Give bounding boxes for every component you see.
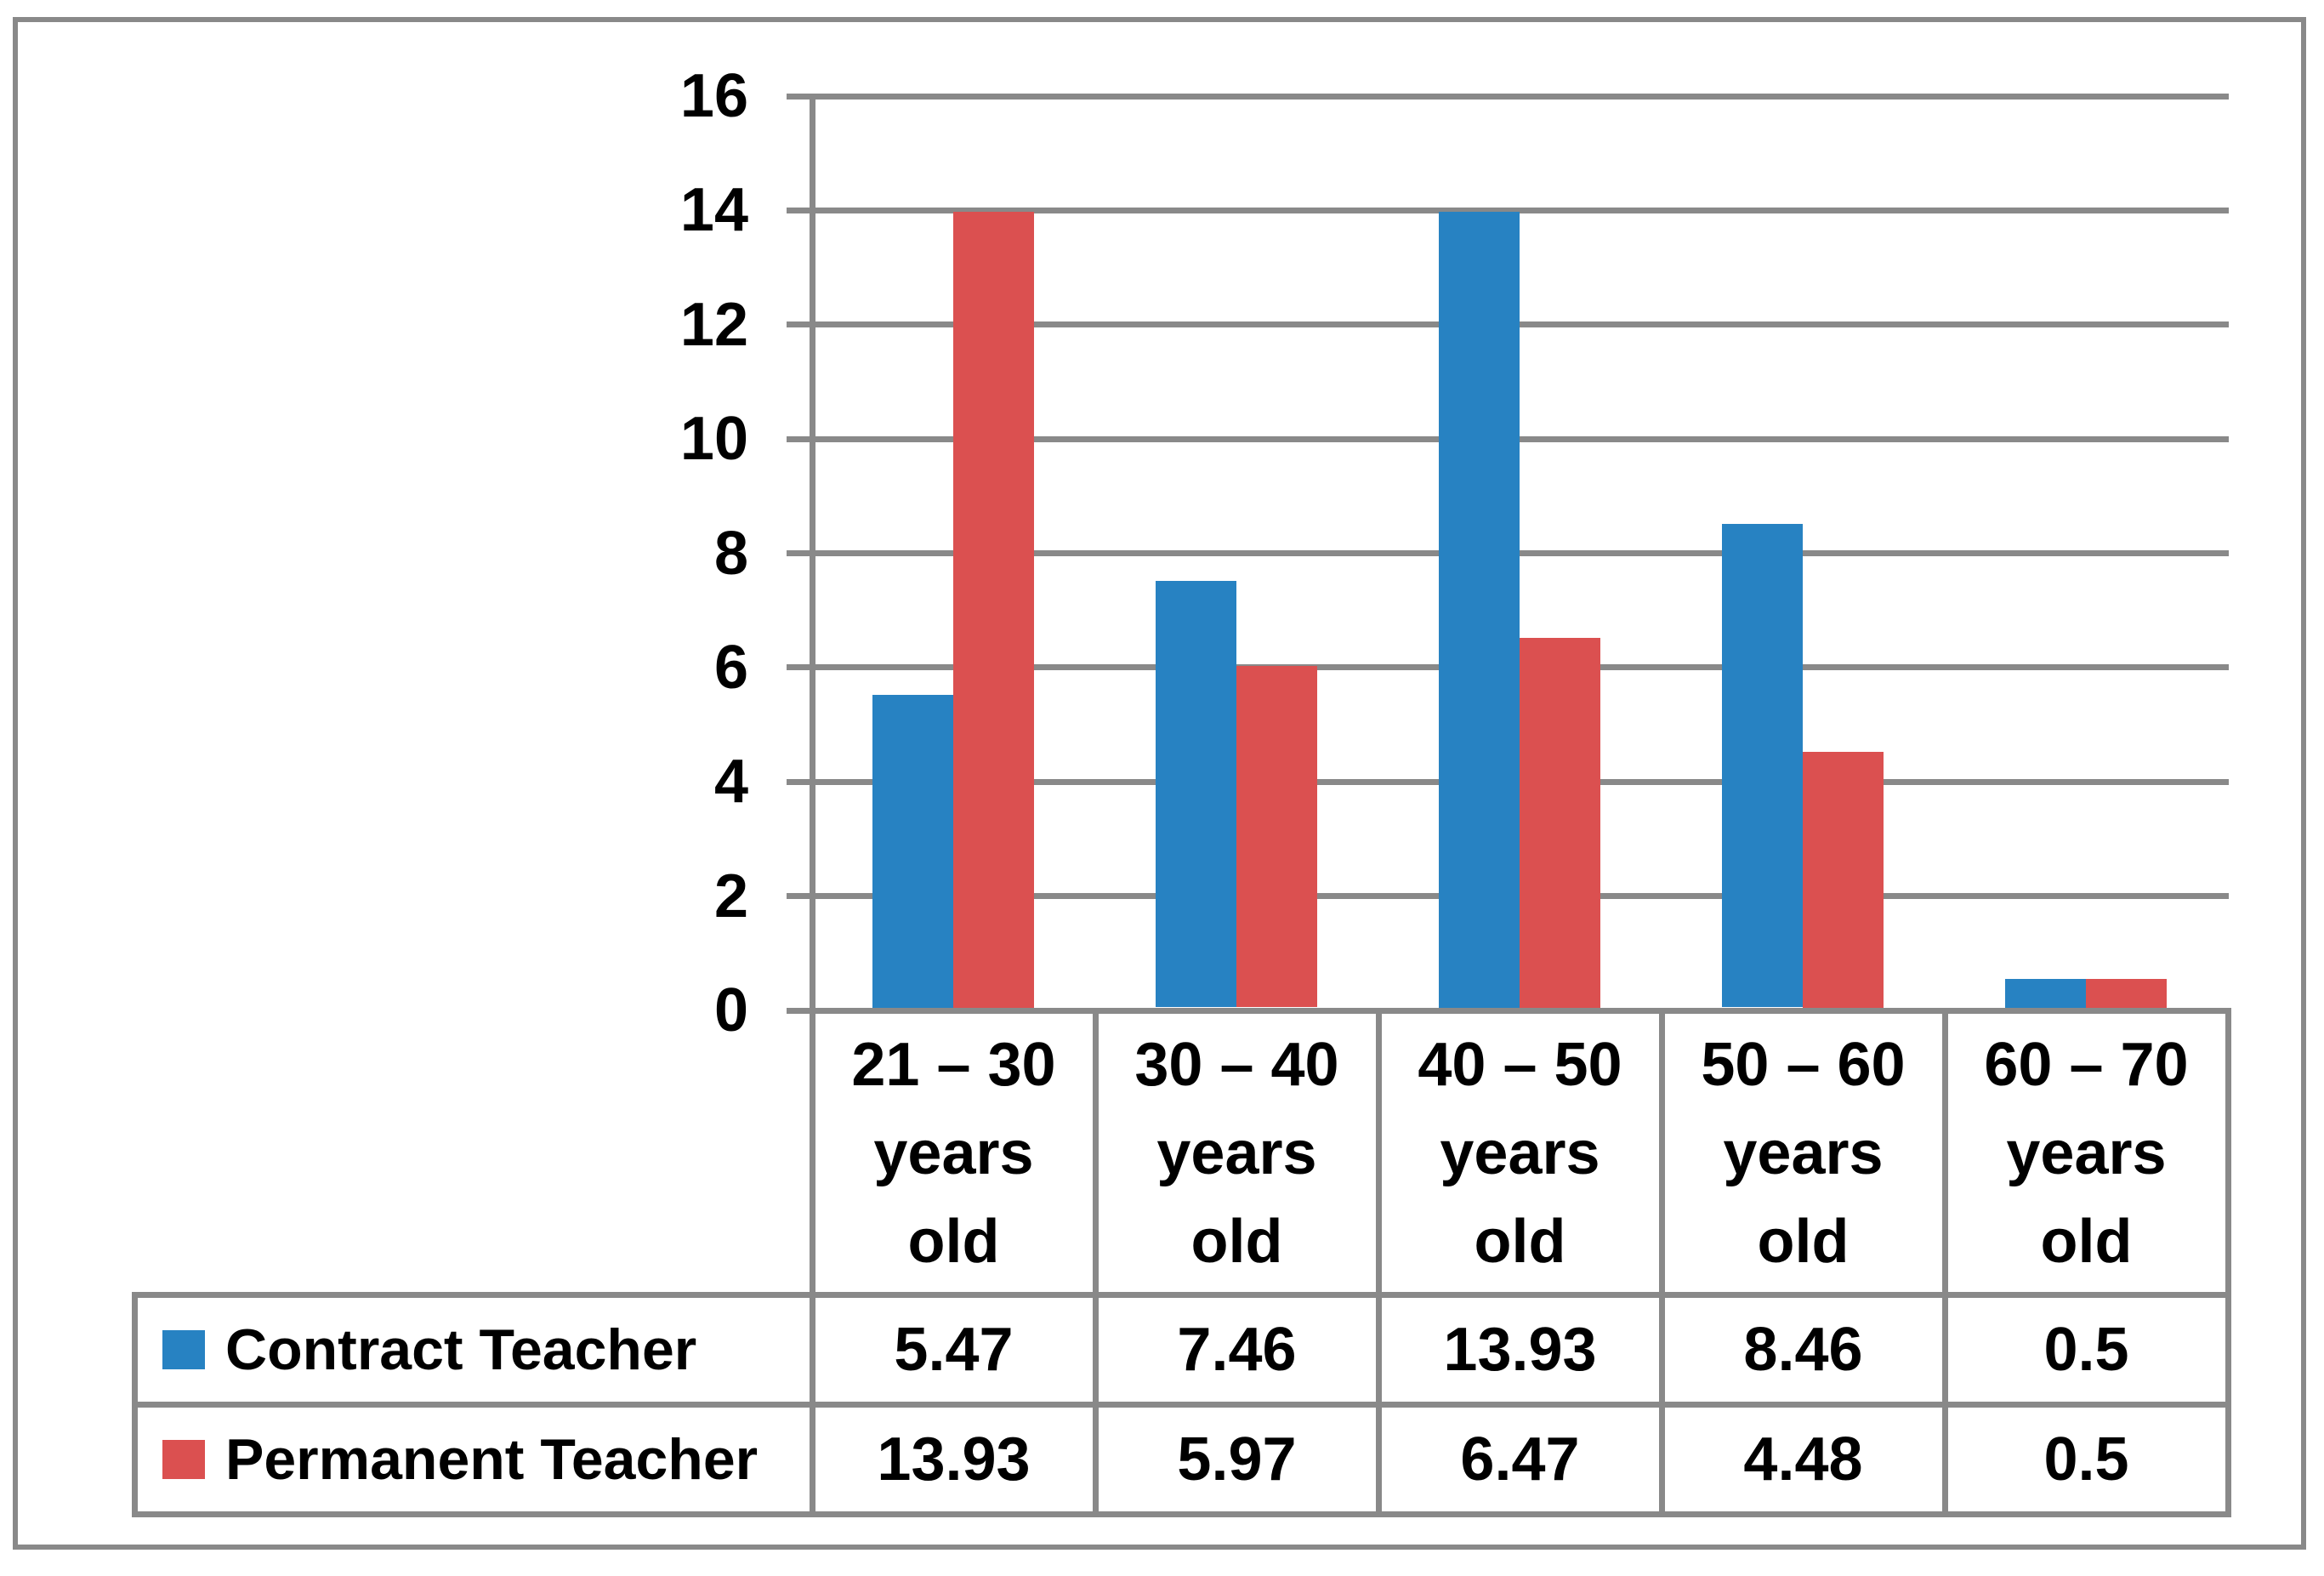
y-tick-label-10: 10	[679, 405, 748, 473]
bar-contract-teacher-cat3	[1722, 524, 1803, 1007]
column-border-5	[2225, 1008, 2231, 1517]
table-value-s1-c3: 4.48	[1743, 1425, 1863, 1494]
category-label-4: 60 – 70 years old	[1984, 1030, 2189, 1276]
category-label-2: 40 – 50 years old	[1418, 1030, 1622, 1276]
table-value-s0-c1: 7.46	[1177, 1316, 1297, 1384]
bar-contract-teacher-cat0	[872, 695, 953, 1008]
table-left-border	[132, 1292, 138, 1517]
table-value-s1-c0: 13.93	[877, 1425, 1031, 1494]
bar-permanent-teacher-cat1	[1236, 666, 1317, 1007]
bar-permanent-teacher-cat3	[1803, 752, 1884, 1008]
column-border-3	[1659, 1008, 1665, 1517]
y-tick-label-4: 4	[713, 748, 748, 816]
y-axis-line	[810, 94, 815, 1517]
bar-contract-teacher-cat2	[1439, 212, 1520, 1008]
gridline-y14	[787, 208, 2229, 213]
table-row-divider	[132, 1402, 2231, 1408]
table-value-s1-c1: 5.97	[1177, 1425, 1297, 1494]
column-border-1	[1093, 1008, 1099, 1517]
legend-label: Permanent Teacher	[225, 1427, 759, 1492]
y-tick-label-16: 16	[679, 62, 748, 130]
legend-item-permanent-teacher: Permanent Teacher	[138, 1408, 810, 1511]
y-tick-label-0: 0	[713, 976, 748, 1044]
legend-swatch-blue	[162, 1330, 205, 1369]
table-value-s0-c0: 5.47	[894, 1316, 1014, 1384]
column-border-2	[1376, 1008, 1382, 1517]
bar-contract-teacher-cat4	[2005, 979, 2086, 1008]
category-label-3: 50 – 60 years old	[1701, 1030, 1906, 1276]
column-border-4	[1942, 1008, 1948, 1517]
category-label-1: 30 – 40 years old	[1134, 1030, 1339, 1276]
y-tick-label-8: 8	[713, 520, 748, 588]
bar-permanent-teacher-cat0	[953, 212, 1034, 1008]
table-value-s1-c2: 6.47	[1460, 1425, 1580, 1494]
table-value-s0-c4: 0.5	[2043, 1316, 2129, 1384]
legend-swatch-red	[162, 1440, 205, 1479]
bar-contract-teacher-cat1	[1156, 581, 1236, 1007]
y-tick-label-12: 12	[679, 291, 748, 359]
bar-permanent-teacher-cat4	[2086, 979, 2167, 1008]
legend-label: Contract Teacher	[225, 1317, 697, 1382]
y-tick-label-14: 14	[679, 176, 748, 244]
page-border	[13, 17, 2306, 1550]
gridline-y16	[787, 94, 2229, 100]
x-axis-line	[787, 1008, 2229, 1014]
table-bottom-border	[132, 1511, 2231, 1517]
table-value-s1-c4: 0.5	[2043, 1425, 2129, 1494]
table-value-s0-c2: 13.93	[1443, 1316, 1597, 1384]
y-tick-label-2: 2	[713, 862, 748, 930]
bar-permanent-teacher-cat2	[1520, 638, 1600, 1008]
table-top-border	[132, 1292, 2231, 1298]
table-value-s0-c3: 8.46	[1743, 1316, 1863, 1384]
y-tick-label-6: 6	[713, 634, 748, 702]
legend-item-contract-teacher: Contract Teacher	[138, 1298, 810, 1402]
category-label-0: 21 – 30 years old	[851, 1030, 1056, 1276]
